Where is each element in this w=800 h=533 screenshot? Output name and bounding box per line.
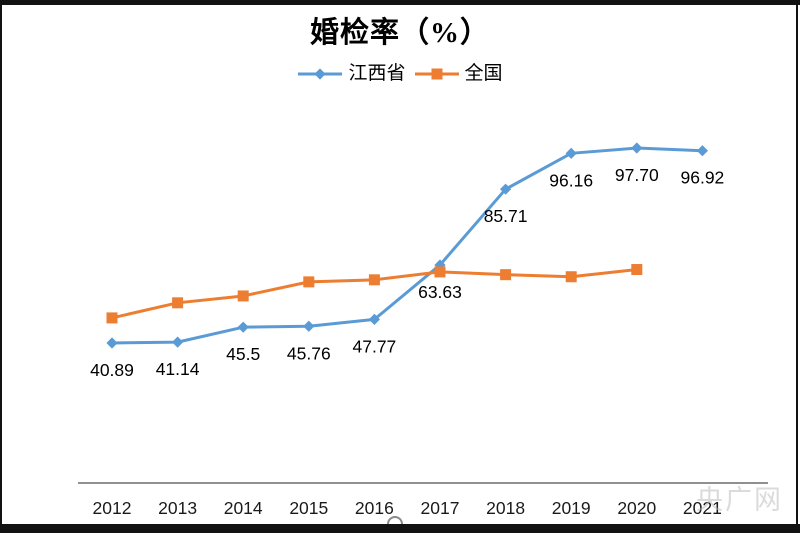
x-axis-tick-label: 2017 — [421, 498, 460, 518]
x-axis-tick-label: 2018 — [486, 498, 525, 518]
data-point-marker — [500, 183, 512, 195]
data-point-label: 45.76 — [287, 343, 331, 363]
legend-label-jiangxi: 江西省 — [348, 63, 406, 84]
data-point-label: 85.71 — [484, 206, 528, 226]
legend-marker — [314, 67, 327, 80]
data-point-marker — [303, 276, 315, 288]
chart-title: 婚检率（%） — [309, 17, 490, 49]
x-axis-tick-label: 2020 — [617, 498, 656, 518]
data-point-marker — [631, 142, 643, 154]
left-border — [0, 0, 2, 533]
legend-label-national: 全国 — [464, 63, 503, 84]
data-point-marker — [237, 290, 249, 302]
legend-item-national: 全国 — [414, 64, 503, 83]
data-point-marker — [631, 264, 643, 276]
data-point-marker — [500, 269, 512, 281]
x-axis-tick-label: 2019 — [552, 498, 591, 518]
data-point-marker — [106, 337, 118, 349]
x-axis-tick-label: 2021 — [683, 498, 722, 518]
legend-item-jiangxi: 江西省 — [297, 63, 406, 84]
data-point-label: 47.77 — [353, 336, 397, 356]
x-axis-tick-label: 2014 — [224, 498, 263, 518]
data-point-marker — [172, 297, 184, 309]
data-point-marker — [172, 336, 184, 348]
data-point-label: 40.89 — [90, 360, 134, 380]
chart-legend: 江西省 全国 — [0, 64, 800, 83]
data-point-label: 97.70 — [615, 165, 659, 185]
data-point-label: 45.5 — [226, 344, 260, 364]
data-point-marker — [368, 274, 380, 286]
data-point-label: 96.16 — [549, 170, 593, 190]
line-diamond-marker-icon — [298, 67, 343, 80]
watermark: 央广网 — [696, 485, 783, 515]
data-point-label: 63.63 — [418, 282, 462, 302]
data-point-label: 41.14 — [156, 359, 200, 379]
data-point-marker — [565, 147, 577, 159]
data-point-marker — [303, 320, 315, 332]
right-border — [796, 0, 798, 533]
x-axis-tick-label: 2012 — [93, 498, 132, 518]
bottom-border — [0, 524, 800, 533]
series-line-0 — [111, 146, 703, 345]
data-point-label: 96.92 — [681, 168, 725, 188]
legend-marker — [431, 68, 442, 79]
data-point-marker — [565, 271, 577, 283]
data-point-marker — [106, 312, 118, 324]
data-point-marker — [696, 145, 708, 157]
top-border — [0, 0, 800, 5]
data-point-marker — [434, 266, 446, 278]
x-axis-tick-label: 2015 — [289, 498, 328, 518]
x-axis-tick-label: 2013 — [158, 498, 197, 518]
data-point-marker — [368, 313, 380, 325]
line-square-marker-icon — [414, 68, 459, 79]
data-point-marker — [237, 321, 249, 333]
x-axis-tick-label: 2016 — [355, 498, 394, 518]
